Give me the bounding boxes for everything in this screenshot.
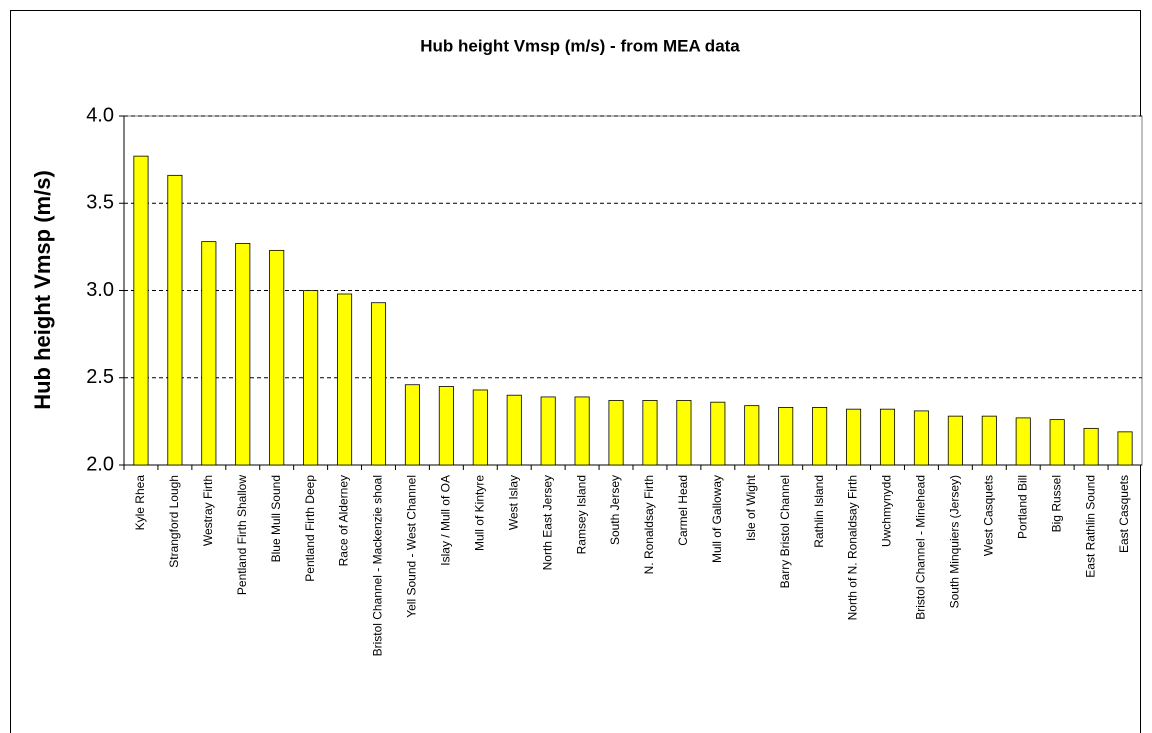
bar <box>608 400 624 466</box>
x-tick-label: West Casquets <box>981 475 995 556</box>
bar <box>506 394 522 466</box>
x-tick-label: South Jersey <box>608 475 622 545</box>
y-tick-label: 2.0 <box>86 453 114 475</box>
x-tick-label: West Islay <box>506 475 520 530</box>
x-tick-label: South Minquiers (Jersey) <box>948 475 962 608</box>
bar <box>642 400 658 466</box>
x-tick-label: N. Ronaldsay Firth <box>642 475 656 574</box>
x-tick-label: Bristol Channel - Minehead <box>914 475 928 620</box>
bar <box>812 407 828 466</box>
bar <box>1083 427 1099 466</box>
bar <box>846 408 862 466</box>
x-tick-label: Pentland Firth Shallow <box>235 475 249 595</box>
x-tick-label: Barry Bristol Channel <box>778 475 792 588</box>
x-tick-label: Pentland Firth Deep <box>303 475 317 582</box>
bar <box>947 415 963 466</box>
x-tick-label: North of N. Ronaldsay Firth <box>846 475 860 620</box>
y-tick-label: 4.0 <box>86 104 114 126</box>
x-tick-label: Mull of Kintyre <box>472 475 486 551</box>
x-tick-label: Blue Mull Sound <box>269 475 283 562</box>
x-tick-label: Rathlin Island <box>812 475 826 548</box>
bar <box>574 396 590 466</box>
x-tick-label: Isle of Wight <box>744 474 758 541</box>
bar <box>744 405 760 466</box>
y-tick-label: 3.5 <box>86 192 114 214</box>
bar <box>167 174 183 466</box>
y-tick-label: 3.0 <box>86 279 114 301</box>
x-tick-label: Race of Alderney <box>337 475 351 566</box>
bar <box>438 386 454 466</box>
x-tick-label: Strangford Lough <box>167 475 181 568</box>
bar <box>913 410 929 466</box>
bar <box>472 389 488 466</box>
x-tick-label: Uwchmynydd <box>880 475 894 547</box>
bar <box>710 401 726 466</box>
x-tick-label: Bristol Channel - Mackenzie shoal <box>371 475 385 656</box>
x-tick-label: Yell Sound - West Channel <box>405 475 419 618</box>
x-tick-label: Carmel Head <box>676 475 690 546</box>
bar <box>778 407 794 466</box>
x-tick-label: East Rathlin Sound <box>1083 475 1097 578</box>
x-tick-label: North East Jersey <box>540 475 554 570</box>
bar <box>404 384 420 466</box>
bar <box>1117 431 1133 466</box>
x-tick-label: Westray Firth <box>201 475 215 546</box>
y-tick-label: 2.5 <box>86 366 114 388</box>
y-axis-label: Hub height Vmsp (m/s) <box>30 170 55 410</box>
bar <box>540 396 556 466</box>
bar <box>879 408 896 466</box>
bar <box>133 155 149 466</box>
bar <box>1015 417 1031 466</box>
bar <box>337 293 353 466</box>
chart-title: Hub height Vmsp (m/s) - from MEA data <box>420 36 740 55</box>
bar <box>269 249 285 466</box>
bar <box>676 400 692 466</box>
x-tick-label: Kyle Rhea <box>133 475 147 531</box>
bar <box>981 415 997 466</box>
bar <box>201 241 217 466</box>
x-tick-label: Ramsey Island <box>574 475 588 554</box>
x-tick-label: Big Russel <box>1049 475 1063 532</box>
bar <box>235 242 251 466</box>
x-tick-label: East Casquets <box>1117 475 1131 553</box>
bar <box>370 302 387 466</box>
x-tick-label: Mull of Galloway <box>710 475 724 563</box>
bar <box>1049 419 1065 466</box>
bar <box>303 290 319 466</box>
x-tick-label: Islay / Mull of OA <box>439 475 453 566</box>
x-tick-label: Portland Bill <box>1015 475 1029 539</box>
